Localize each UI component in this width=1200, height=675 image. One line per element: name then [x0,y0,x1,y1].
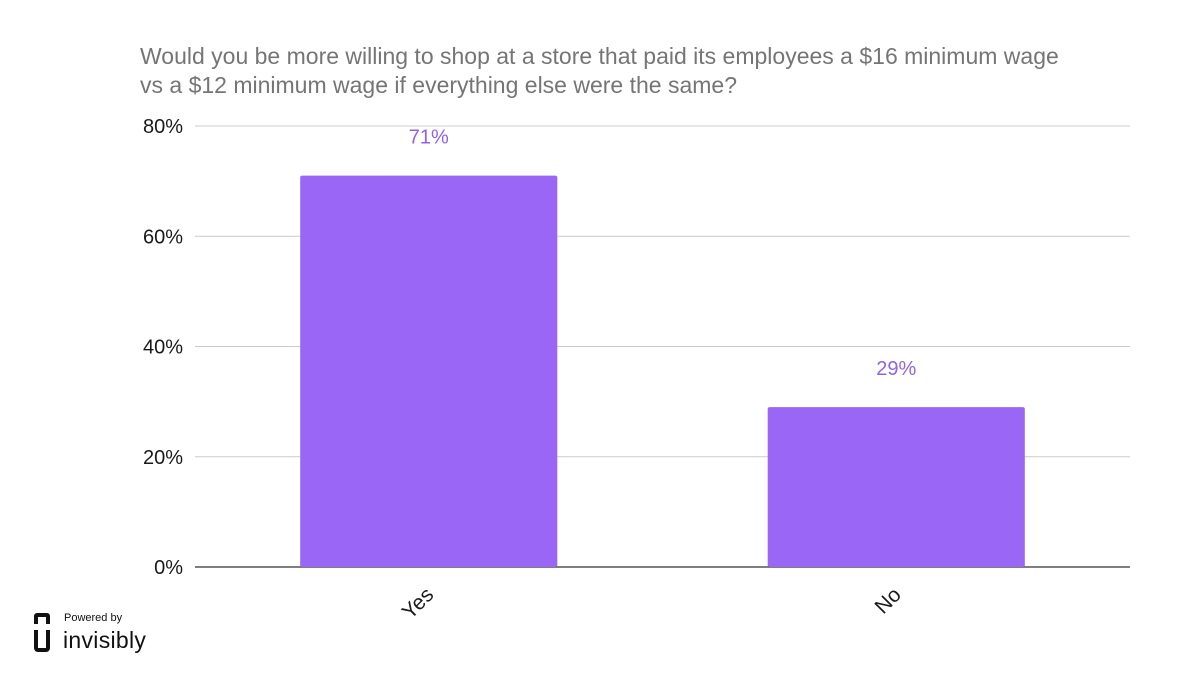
y-tick-label: 20% [143,447,183,469]
data-labels: 71% 29% [409,127,917,381]
category-label: No [871,583,906,618]
chart-title-line-1: Would you be more willing to shop at a s… [140,43,1059,69]
y-tick-label: 40% [143,337,183,359]
bar-yes [300,175,558,568]
x-axis-categories: Yes No [398,583,906,623]
invisibly-logo-icon [34,613,50,652]
powered-by-label: Powered by [64,612,123,624]
chart-title-line-2: vs a $12 minimum wage if everything else… [140,72,738,98]
y-tick-label: 80% [143,116,183,138]
y-tick-label: 60% [143,226,183,248]
data-label: 71% [409,127,449,149]
bar-no [767,407,1025,567]
chart-title: Would you be more willing to shop at a s… [140,42,1140,100]
category-label: Yes [398,583,438,623]
data-label: 29% [876,358,916,380]
bars [300,175,1025,568]
y-axis-ticks: 0% 20% 40% 60% 80% [143,116,183,579]
invisibly-wordmark: invisibly [63,627,147,653]
y-tick-label: 0% [154,557,183,579]
